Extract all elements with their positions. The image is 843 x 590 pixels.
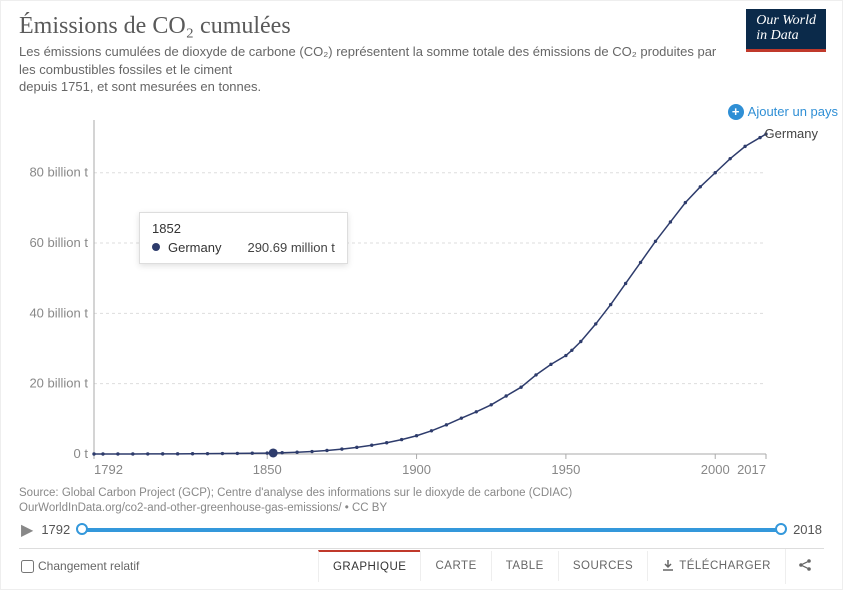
relative-change-input[interactable]: [21, 560, 34, 573]
owid-logo[interactable]: Our World in Data: [746, 9, 826, 52]
svg-text:0 t: 0 t: [74, 446, 89, 461]
chart-area: + Ajouter un pays Germany 0 t 20 billion …: [1, 102, 842, 482]
relative-change-checkbox[interactable]: Changement relatif: [19, 551, 143, 581]
svg-text:2000: 2000: [701, 462, 730, 477]
tooltip-year: 1852: [152, 221, 335, 236]
chart-tooltip: 1852 Germany 290.69 million t: [139, 212, 348, 264]
tab-bar: Changement relatif GRAPHIQUE CARTE TABLE…: [19, 548, 824, 584]
timeline-slider[interactable]: ▶ 1792 2018: [19, 520, 824, 540]
plus-circle-icon: +: [728, 104, 744, 120]
tab-graphique[interactable]: GRAPHIQUE: [318, 550, 421, 582]
svg-text:1792: 1792: [94, 462, 123, 477]
svg-text:1950: 1950: [551, 462, 580, 477]
tab-sources[interactable]: SOURCES: [558, 551, 647, 581]
svg-text:1850: 1850: [253, 462, 282, 477]
tooltip-color-dot: [152, 243, 160, 251]
play-icon[interactable]: ▶: [21, 520, 33, 540]
tooltip-value: 290.69 million t: [247, 240, 334, 255]
share-icon: [798, 558, 812, 572]
chart-title: Émissions de CO₂ cumulées: [19, 13, 824, 40]
chart-header: Émissions de CO₂ cumulées Les émissions …: [1, 1, 842, 102]
svg-text:40 billion t: 40 billion t: [29, 305, 88, 320]
line-chart[interactable]: 0 t 20 billion t 40 billion t 60 billion t 8…: [19, 102, 826, 482]
chart-footer: Source: Global Carbon Project (GCP); Cen…: [1, 482, 842, 584]
source-citation: Source: Global Carbon Project (GCP); Cen…: [19, 486, 824, 516]
svg-text:1900: 1900: [402, 462, 431, 477]
timeline-start-year: 1792: [41, 522, 70, 537]
timeline-end-year: 2018: [793, 522, 822, 537]
svg-text:60 billion t: 60 billion t: [29, 235, 88, 250]
tooltip-country: Germany: [168, 240, 221, 255]
tab-table[interactable]: TABLE: [491, 551, 558, 581]
svg-text:2017: 2017: [737, 462, 766, 477]
add-country-button[interactable]: + Ajouter un pays: [728, 104, 838, 120]
timeline-handle-start[interactable]: [76, 523, 88, 535]
tab-download[interactable]: TÉLÉCHARGER: [647, 551, 785, 581]
series-end-label[interactable]: Germany: [765, 126, 818, 141]
tab-carte[interactable]: CARTE: [420, 551, 490, 581]
timeline-track[interactable]: [78, 528, 785, 532]
timeline-handle-end[interactable]: [775, 523, 787, 535]
chart-subtitle: Les émissions cumulées de dioxyde de car…: [19, 43, 719, 96]
download-icon: [662, 560, 674, 572]
svg-text:20 billion t: 20 billion t: [29, 375, 88, 390]
tab-share[interactable]: [785, 549, 824, 584]
svg-text:80 billion t: 80 billion t: [29, 164, 88, 179]
